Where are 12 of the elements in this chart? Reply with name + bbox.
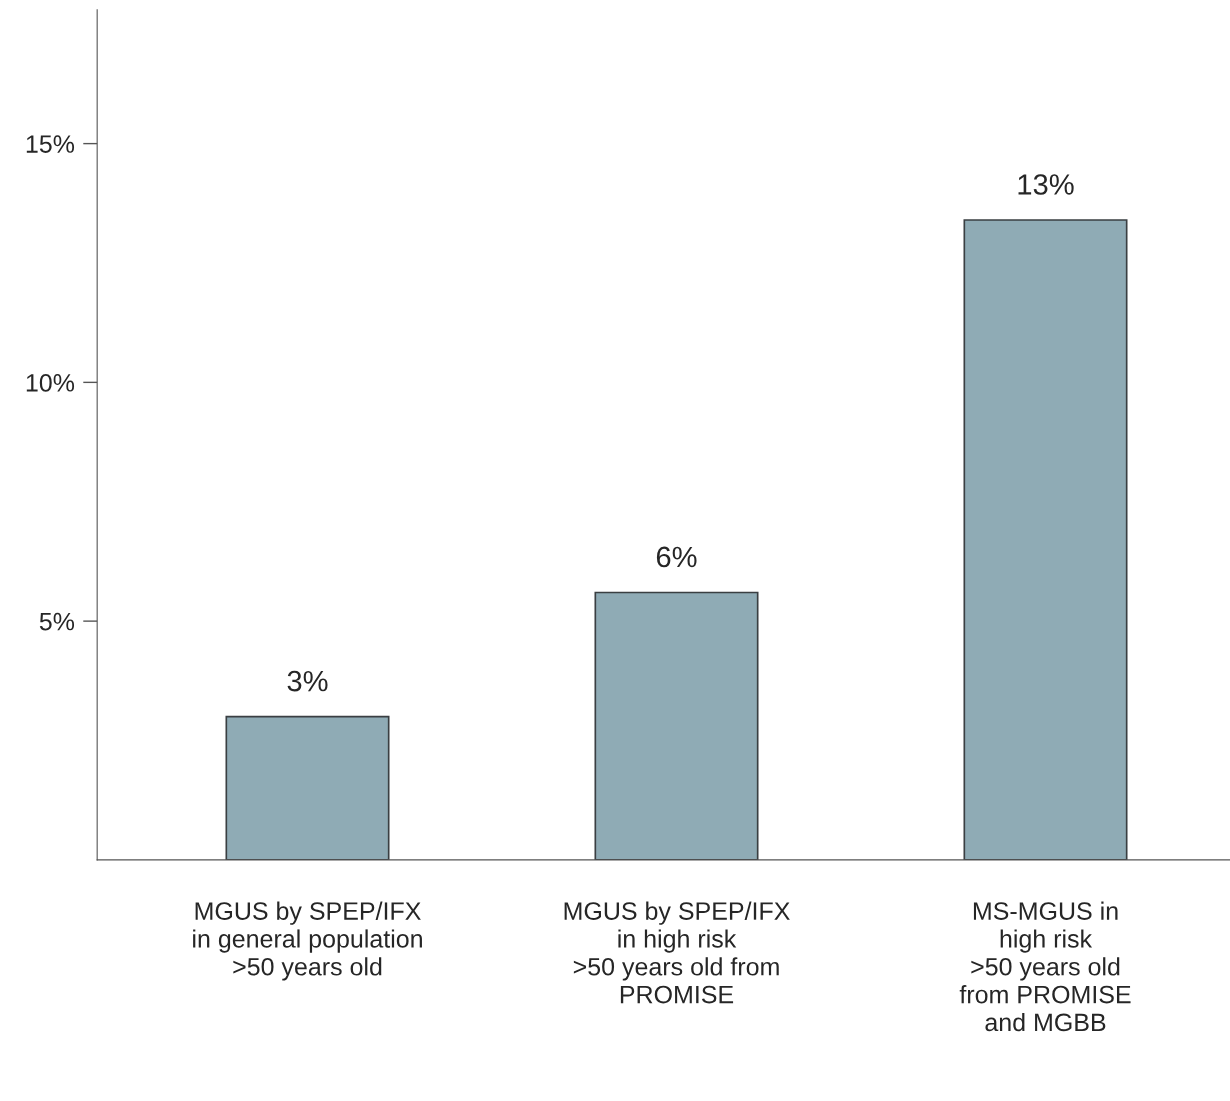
bar: [594, 591, 759, 860]
x-tick-label: MS-MGUS in high risk >50 years old from PROMISE and MGBB: [959, 901, 1131, 1032]
data-label: 13%: [1018, 174, 1074, 195]
bar: [225, 715, 390, 860]
bar: [963, 219, 1128, 860]
y-tick-label: 10%: [26, 373, 75, 392]
x-tick-label: MGUS by SPEP/IFX in high risk >50 years old from PROMISE: [564, 901, 790, 1004]
y-tick-label: 15%: [26, 135, 75, 153]
data-label: 6%: [656, 546, 697, 568]
y-tick-label: 5%: [39, 612, 75, 631]
x-tick-label: MGUS by SPEP/IFX in general population >50 years old: [193, 901, 422, 981]
data-label: 3%: [287, 670, 328, 692]
